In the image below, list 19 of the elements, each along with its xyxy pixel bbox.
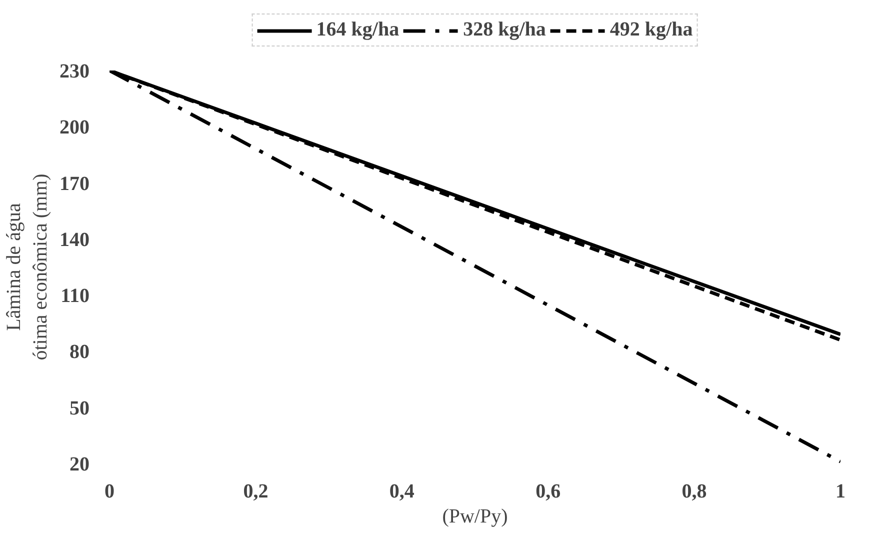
legend-label: 492 kg/ha <box>610 18 693 42</box>
legend-label: 328 kg/ha <box>463 18 546 42</box>
y-axis-title: Lâmina de água ótima econômica (mm) <box>3 174 52 360</box>
y-tick-label: 20 <box>70 454 90 476</box>
y-tick-label: 200 <box>60 116 90 139</box>
y-tick-label: 50 <box>70 397 90 420</box>
y-tick-label: 110 <box>60 285 90 308</box>
legend-label: 164 kg/ha <box>316 18 400 42</box>
y-tick-label: 170 <box>60 172 90 195</box>
y-tick-label: 230 <box>60 60 90 82</box>
x-tick-label: 0,6 <box>536 480 561 502</box>
x-axis-title: (Pw/Py) <box>442 506 508 528</box>
x-tick-label: 0 <box>104 480 114 502</box>
y-tick-label: 140 <box>60 228 90 251</box>
y-tick-label: 80 <box>70 341 90 364</box>
x-tick-label: 0,8 <box>682 480 707 502</box>
x-tick-label: 0,2 <box>243 480 268 502</box>
x-tick-label: 1 <box>836 480 846 502</box>
x-tick-label: 0,4 <box>389 480 414 502</box>
